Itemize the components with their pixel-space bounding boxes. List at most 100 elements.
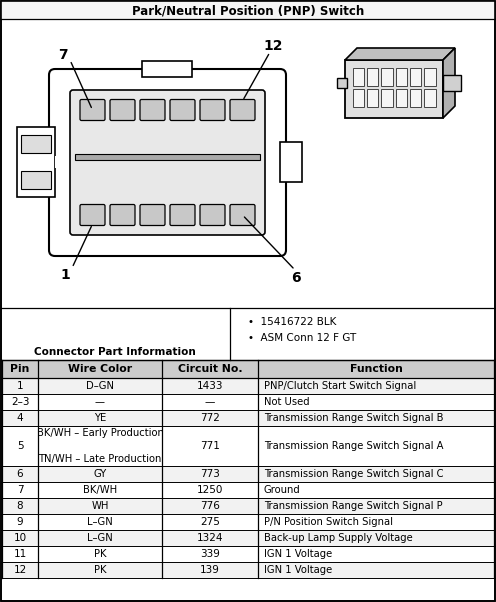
FancyBboxPatch shape <box>170 99 195 120</box>
Text: Transmission Range Switch Signal B: Transmission Range Switch Signal B <box>264 413 443 423</box>
Bar <box>443 75 461 91</box>
Text: 1: 1 <box>60 268 70 282</box>
FancyBboxPatch shape <box>200 205 225 226</box>
FancyBboxPatch shape <box>49 69 286 256</box>
Bar <box>2 426 495 466</box>
Bar <box>337 78 347 88</box>
Bar <box>2 482 495 498</box>
Bar <box>75 154 260 160</box>
Text: 9: 9 <box>17 517 23 527</box>
Text: Pin: Pin <box>10 364 30 374</box>
Bar <box>2 360 495 378</box>
Text: 4: 4 <box>17 413 23 423</box>
Text: IGN 1 Voltage: IGN 1 Voltage <box>264 565 332 575</box>
Bar <box>2 378 495 394</box>
FancyBboxPatch shape <box>110 205 135 226</box>
Bar <box>21 135 51 153</box>
Bar <box>17 127 55 197</box>
Bar <box>21 171 51 189</box>
FancyBboxPatch shape <box>80 99 105 120</box>
FancyBboxPatch shape <box>200 99 225 120</box>
Bar <box>353 88 364 107</box>
Text: 10: 10 <box>13 533 27 543</box>
Text: PK: PK <box>94 565 106 575</box>
Text: BK/WH: BK/WH <box>83 485 117 495</box>
Bar <box>2 562 495 578</box>
Text: D–GN: D–GN <box>86 381 114 391</box>
Text: 776: 776 <box>200 501 220 511</box>
Text: —: — <box>205 397 215 407</box>
Bar <box>345 60 443 118</box>
Bar <box>395 67 407 85</box>
Polygon shape <box>443 48 455 118</box>
Text: Transmission Range Switch Signal C: Transmission Range Switch Signal C <box>264 469 443 479</box>
Text: Wire Color: Wire Color <box>68 364 132 374</box>
FancyBboxPatch shape <box>230 99 255 120</box>
FancyBboxPatch shape <box>80 205 105 226</box>
Bar <box>2 466 495 482</box>
Text: YE: YE <box>94 413 106 423</box>
Text: Park/Neutral Position (PNP) Switch: Park/Neutral Position (PNP) Switch <box>132 4 364 17</box>
FancyBboxPatch shape <box>140 205 165 226</box>
Bar <box>1 1 495 19</box>
Text: 1: 1 <box>17 381 23 391</box>
Text: 8: 8 <box>17 501 23 511</box>
Bar <box>353 67 364 85</box>
Text: 773: 773 <box>200 469 220 479</box>
Bar <box>424 88 435 107</box>
Bar <box>410 88 421 107</box>
Text: Transmission Range Switch Signal P: Transmission Range Switch Signal P <box>264 501 442 511</box>
Text: 5: 5 <box>17 441 23 451</box>
Bar <box>2 498 495 514</box>
Bar <box>2 514 495 530</box>
Text: Transmission Range Switch Signal A: Transmission Range Switch Signal A <box>264 441 443 451</box>
Bar <box>2 410 495 426</box>
Text: PNP/Clutch Start Switch Signal: PNP/Clutch Start Switch Signal <box>264 381 416 391</box>
Text: 7: 7 <box>58 48 68 62</box>
Text: Connector Part Information: Connector Part Information <box>34 347 196 357</box>
Text: Back-up Lamp Supply Voltage: Back-up Lamp Supply Voltage <box>264 533 413 543</box>
Bar <box>367 88 378 107</box>
Bar <box>381 67 392 85</box>
Text: 6: 6 <box>17 469 23 479</box>
Text: Not Used: Not Used <box>264 397 310 407</box>
Text: L–GN: L–GN <box>87 533 113 543</box>
FancyBboxPatch shape <box>140 99 165 120</box>
Bar <box>142 61 192 77</box>
Text: IGN 1 Voltage: IGN 1 Voltage <box>264 549 332 559</box>
Bar <box>424 67 435 85</box>
Text: 339: 339 <box>200 549 220 559</box>
Bar <box>55 156 59 168</box>
Text: BK/WH – Early Production

TN/WH – Late Production: BK/WH – Early Production TN/WH – Late Pr… <box>37 428 164 464</box>
Text: PK: PK <box>94 549 106 559</box>
Text: 772: 772 <box>200 413 220 423</box>
Text: —: — <box>95 397 105 407</box>
Text: 12: 12 <box>13 565 27 575</box>
Text: Circuit No.: Circuit No. <box>178 364 243 374</box>
Bar <box>280 142 302 182</box>
FancyBboxPatch shape <box>70 90 265 235</box>
Text: •  15416722 BLK: • 15416722 BLK <box>248 317 336 327</box>
Bar <box>2 546 495 562</box>
Text: 6: 6 <box>291 271 301 285</box>
Text: 12: 12 <box>263 39 283 53</box>
Bar <box>2 394 495 410</box>
Text: 275: 275 <box>200 517 220 527</box>
FancyBboxPatch shape <box>230 205 255 226</box>
Text: 771: 771 <box>200 441 220 451</box>
Bar <box>410 67 421 85</box>
Text: •  ASM Conn 12 F GT: • ASM Conn 12 F GT <box>248 333 356 343</box>
Text: WH: WH <box>91 501 109 511</box>
Bar <box>381 88 392 107</box>
Text: P/N Position Switch Signal: P/N Position Switch Signal <box>264 517 393 527</box>
Polygon shape <box>345 48 455 60</box>
Text: 1433: 1433 <box>197 381 223 391</box>
FancyBboxPatch shape <box>110 99 135 120</box>
Bar <box>367 67 378 85</box>
Text: Function: Function <box>350 364 402 374</box>
Text: 2–3: 2–3 <box>11 397 29 407</box>
Text: L–GN: L–GN <box>87 517 113 527</box>
Bar <box>395 88 407 107</box>
FancyBboxPatch shape <box>170 205 195 226</box>
Text: Ground: Ground <box>264 485 301 495</box>
